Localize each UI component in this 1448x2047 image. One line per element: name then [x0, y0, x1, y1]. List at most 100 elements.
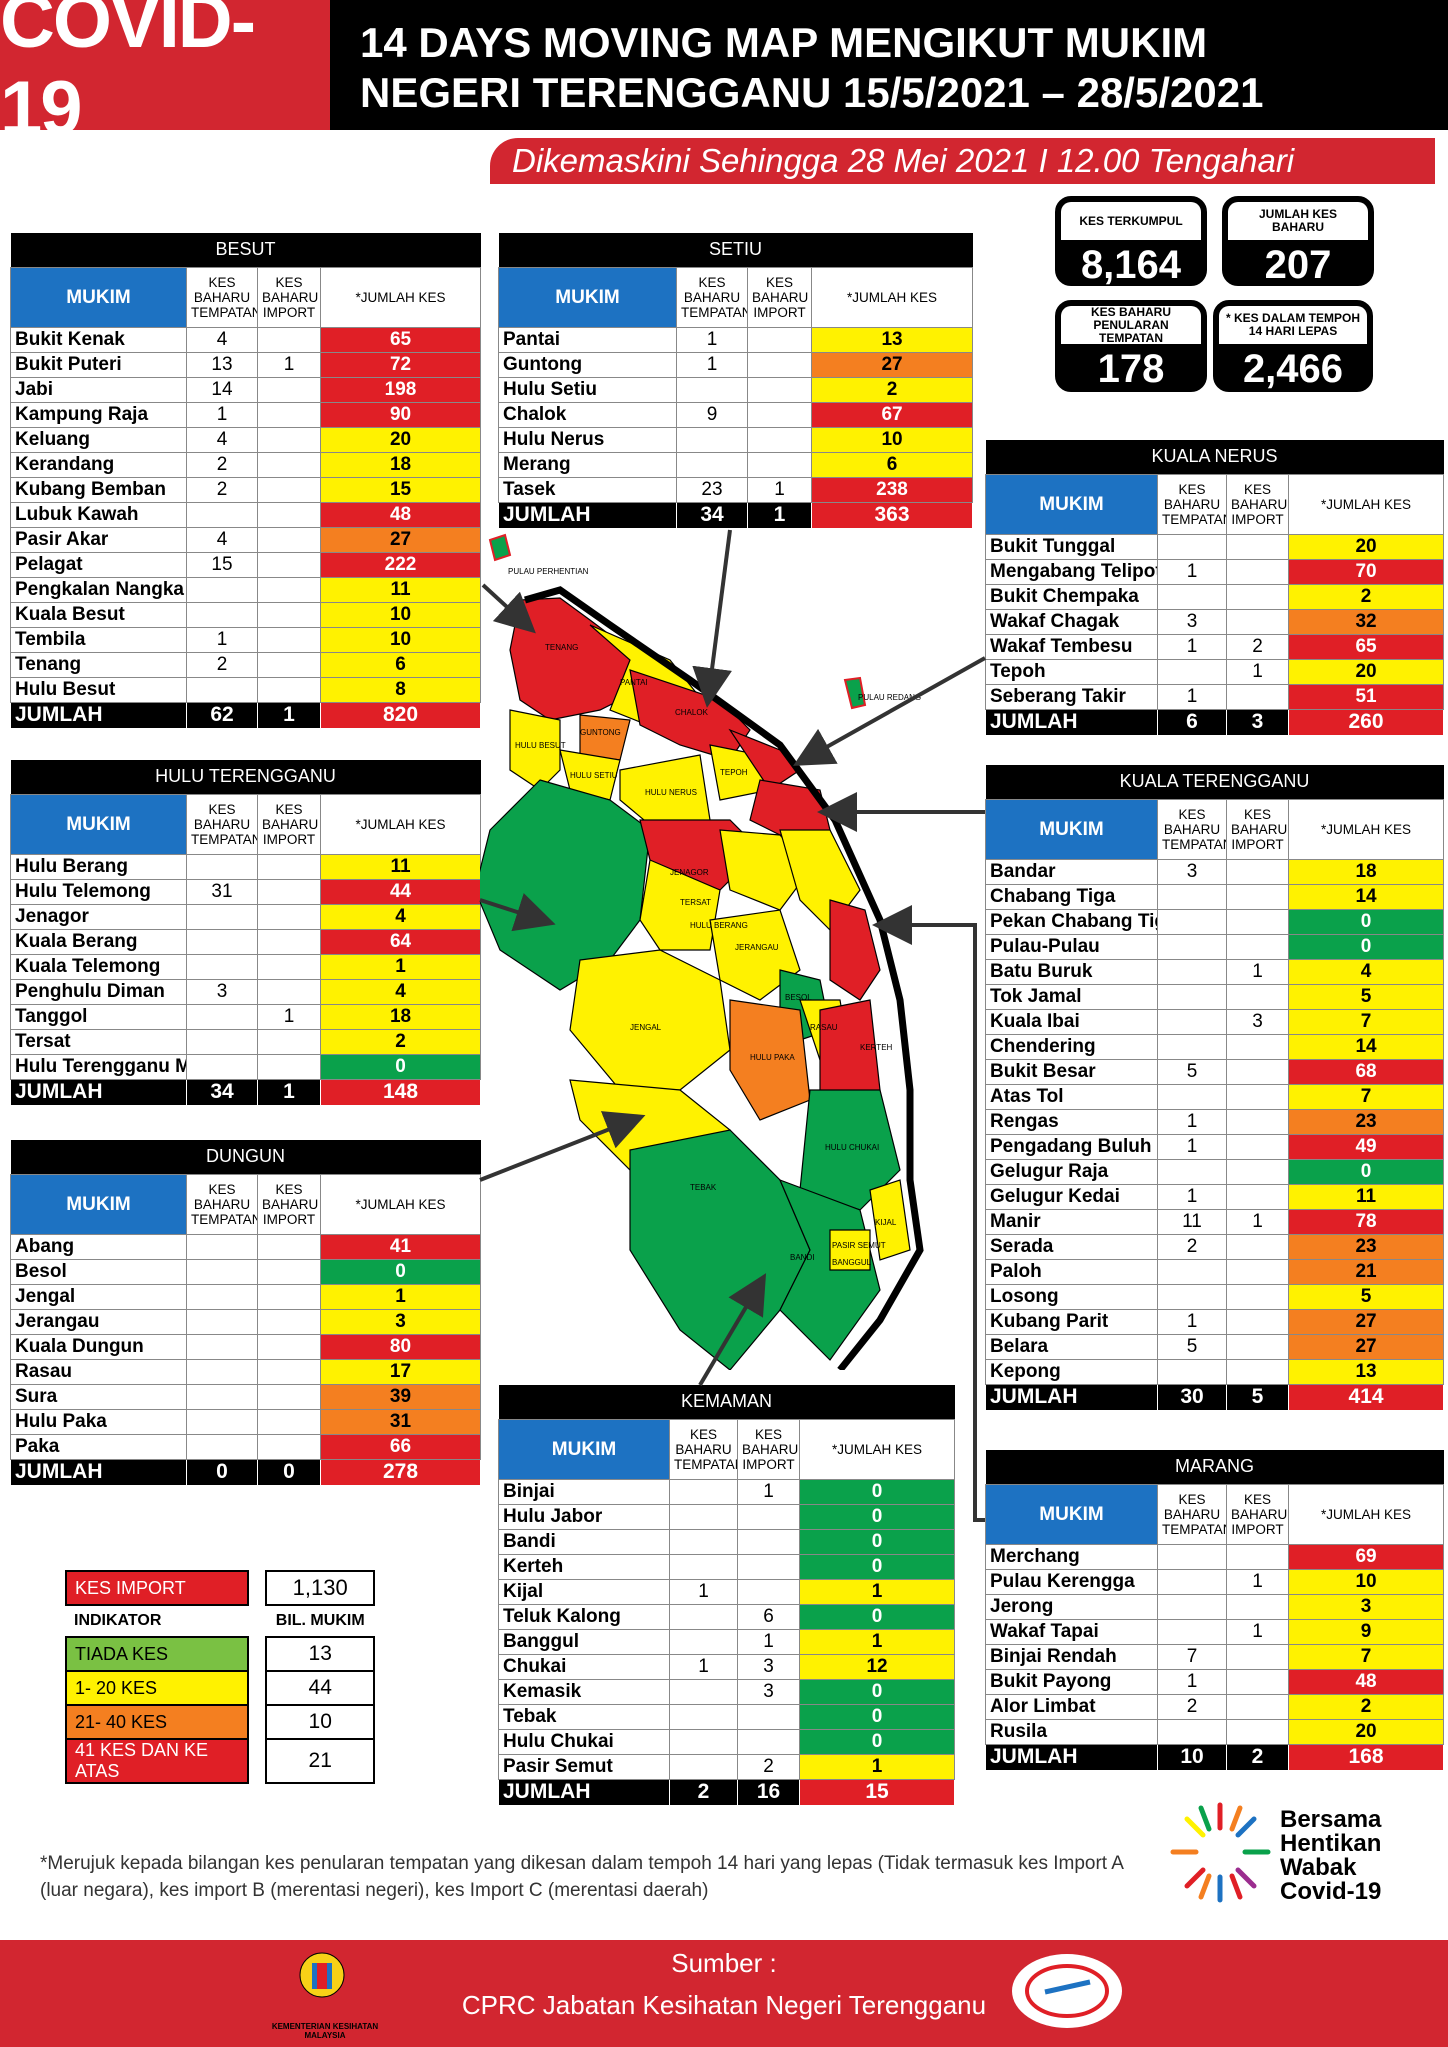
total-label: JUMLAH	[985, 1383, 1158, 1411]
tempatan-cell	[186, 928, 258, 955]
tempatan-cell	[669, 1478, 738, 1505]
mukim-name: Binjai	[498, 1478, 670, 1505]
import-cell: 3	[737, 1653, 800, 1680]
table-row: Hulu Berang 11	[10, 853, 482, 880]
tempatan-cell	[1157, 1283, 1227, 1310]
tempatan-cell	[669, 1603, 738, 1630]
jumlah-kes-cell: 23	[1287, 1233, 1445, 1260]
stat-value: 178	[1097, 347, 1165, 391]
tempatan-cell: 1	[1157, 1133, 1227, 1160]
table-row: Kijal 1 1	[498, 1578, 956, 1605]
column-header-jumlah: *JUMLAH KES	[798, 1418, 956, 1480]
tempatan-cell	[1157, 1718, 1227, 1745]
map-region-tebak	[629, 1129, 811, 1370]
import-cell: 1	[737, 1478, 800, 1505]
jumlah-kes-cell: 20	[1287, 533, 1445, 560]
jumlah-kes-cell: 27	[1287, 1308, 1445, 1335]
import-cell	[737, 1528, 800, 1555]
jumlah-kes-cell: 2	[1287, 1693, 1445, 1720]
jumlah-kes-cell: 0	[798, 1553, 956, 1580]
table-title: KUALA TERENGGANU	[985, 765, 1444, 799]
jumlah-kes-cell: 72	[319, 351, 482, 378]
import-cell	[257, 953, 321, 980]
table-row: Wakaf Tembesu 1 2 65	[985, 633, 1445, 660]
jumlah-kes-cell: 9	[1287, 1618, 1445, 1645]
tempatan-cell	[186, 1258, 258, 1285]
map-label: HULU SETIU	[570, 771, 618, 780]
column-header-mukim: MUKIM	[985, 1483, 1158, 1545]
total-row: JUMLAH 62 1 820	[10, 701, 482, 729]
jumlah-kes-cell: 0	[798, 1728, 956, 1755]
jumlah-kes-cell: 4	[319, 978, 482, 1005]
map-region-hulu-besut	[509, 709, 561, 791]
title-line-2: NEGERI TERENGGANU 15/5/2021 – 28/5/2021	[360, 69, 1264, 116]
map-label: TENANG	[545, 643, 578, 652]
jumlah-kes-cell: 5	[1287, 1283, 1445, 1310]
mukim-name: Merang	[498, 451, 677, 478]
table-row: Jabi 14 198	[10, 376, 482, 403]
total-value: 1	[257, 701, 321, 729]
import-cell	[257, 978, 321, 1005]
tempatan-cell	[1157, 933, 1227, 960]
mukim-name: Penghulu Diman	[10, 978, 187, 1005]
tempatan-cell	[186, 1358, 258, 1385]
jumlah-kes-cell: 20	[1287, 1718, 1445, 1745]
map-label: PASIR SEMUT	[832, 1241, 886, 1250]
map-label: HULU PAKA	[750, 1053, 795, 1062]
tempatan-cell: 1	[1157, 1308, 1227, 1335]
tempatan-cell	[1157, 1083, 1227, 1110]
import-cell: 1	[1226, 958, 1289, 985]
tempatan-cell	[1157, 983, 1227, 1010]
column-header-import: KES BAHARU IMPORT	[737, 1418, 800, 1480]
mukim-name: Pekan Chabang Tiga	[985, 908, 1158, 935]
table-row: Banggul 1 1	[498, 1628, 956, 1655]
mukim-name: Paka	[10, 1433, 187, 1460]
mukim-name: Mengabang Telipot	[985, 558, 1158, 585]
import-cell: 6	[737, 1603, 800, 1630]
table-row: Hulu Telemong 31 44	[10, 878, 482, 905]
jumlah-kes-cell: 67	[810, 401, 974, 428]
import-cell	[1226, 983, 1289, 1010]
total-label: JUMLAH	[10, 701, 187, 729]
total-value: 34	[676, 501, 748, 529]
map-label: GUNTONG	[580, 728, 621, 737]
tempatan-cell	[676, 376, 748, 403]
jumlah-kes-cell: 65	[1287, 633, 1445, 660]
jumlah-kes-cell: 0	[798, 1528, 956, 1555]
jumlah-kes-cell: 27	[810, 351, 974, 378]
total-value: 5	[1226, 1383, 1289, 1411]
tempatan-cell: 1	[676, 326, 748, 353]
stat-value: 207	[1264, 243, 1332, 287]
mukim-name: Tepoh	[985, 658, 1158, 685]
jumlah-kes-cell: 2	[810, 376, 974, 403]
table-row: Kampung Raja 1 90	[10, 401, 482, 428]
jumlah-kes-cell: 32	[1287, 608, 1445, 635]
jumlah-kes-cell: 11	[319, 853, 482, 880]
import-cell	[257, 1258, 321, 1285]
map-label: PULAU REDANG	[858, 693, 921, 702]
mukim-name: Bukit Chempaka	[985, 583, 1158, 610]
total-value: 0	[186, 1458, 258, 1486]
tempatan-cell	[186, 953, 258, 980]
table-row: Tenang 2 6	[10, 651, 482, 678]
mukim-name: Rengas	[985, 1108, 1158, 1135]
import-cell: 3	[1226, 1008, 1289, 1035]
import-cell	[1226, 1693, 1289, 1720]
total-value: 820	[319, 701, 482, 729]
tempatan-cell: 5	[1157, 1058, 1227, 1085]
map-label: BESOL	[785, 993, 812, 1002]
import-cell	[257, 1383, 321, 1410]
table-title: DUNGUN	[10, 1140, 481, 1174]
jumlah-kes-cell: 18	[1287, 858, 1445, 885]
import-cell	[257, 1053, 321, 1080]
table-title: KEMAMAN	[498, 1385, 955, 1419]
total-value: 260	[1287, 708, 1445, 736]
mukim-name: Hulu Chukai	[498, 1728, 670, 1755]
mukim-name: Pantai	[498, 326, 677, 353]
total-value: 2	[1226, 1743, 1289, 1771]
map-label: PANTAI	[620, 678, 648, 687]
mukim-name: Pengkalan Nangka	[10, 576, 187, 603]
table-title: BESUT	[10, 233, 481, 267]
mukim-name: Pasir Akar	[10, 526, 187, 553]
